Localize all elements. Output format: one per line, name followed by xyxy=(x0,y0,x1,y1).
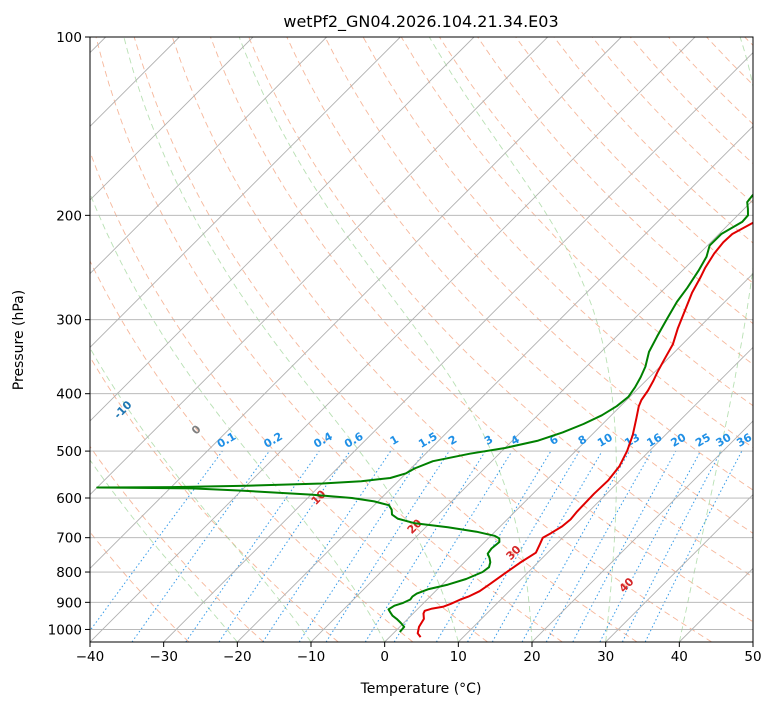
y-tick-label: 900 xyxy=(56,595,82,611)
x-axis-title: Temperature (°C) xyxy=(360,681,482,697)
x-tick-label: 50 xyxy=(744,649,761,665)
dry-adiabat-line xyxy=(286,37,753,534)
mixing-ratio-line xyxy=(185,450,320,642)
background-lines xyxy=(90,37,753,642)
isotherm-line xyxy=(384,273,753,642)
dry-adiabat-line xyxy=(133,37,638,642)
mixing-ratio-label: 36 xyxy=(734,431,754,450)
grid-lines xyxy=(90,37,753,642)
series-layer xyxy=(96,193,753,638)
mixing-ratio-line xyxy=(298,450,425,642)
y-tick-label: 500 xyxy=(56,444,82,460)
dry-adiabat-line xyxy=(248,37,753,578)
y-tick-label: 300 xyxy=(56,313,82,329)
y-tick-label: 400 xyxy=(56,387,82,403)
isotherm-line xyxy=(90,37,548,496)
isotherm-line xyxy=(605,494,753,642)
x-tick-label: −30 xyxy=(149,649,178,665)
isotherm-line xyxy=(163,52,753,642)
mixing-ratio-line xyxy=(545,450,653,642)
mixing-ratio-line xyxy=(90,450,223,632)
mixing-ratio-line xyxy=(572,450,677,642)
y-axis: 1000 900 800 700 600 500 400 300 200 100 xyxy=(48,30,90,638)
y-tick-label: 1000 xyxy=(48,622,82,638)
dry-adiabat-line xyxy=(210,37,753,623)
isotherm-line xyxy=(531,420,753,642)
dry-adiabat-line xyxy=(95,37,563,642)
x-tick-label: −20 xyxy=(223,649,252,665)
x-axis: −40 −30 −20 −10 0 10 20 30 40 50 xyxy=(76,642,762,665)
moist-adiabat-line xyxy=(428,37,617,642)
dry-adiabat-line xyxy=(515,37,753,284)
mixing-ratio-line xyxy=(644,450,743,642)
moist-adiabat-line xyxy=(90,192,386,642)
x-tick-label: −40 xyxy=(76,649,105,665)
mixing-ratio-line xyxy=(218,450,351,642)
y-axis-title: Pressure (hPa) xyxy=(11,290,27,390)
isotherm-line xyxy=(90,37,401,348)
moist-adiabat-line xyxy=(678,37,753,642)
isotherm-line xyxy=(90,37,254,201)
x-tick-label: 40 xyxy=(671,649,688,665)
y-tick-label: 800 xyxy=(56,565,82,581)
y-tick-label: 700 xyxy=(56,531,82,547)
isotherm-line xyxy=(458,346,753,642)
mixing-ratio-line xyxy=(262,450,392,642)
mixing-ratio-line xyxy=(131,450,270,642)
dry-adiabat-line xyxy=(171,37,712,642)
moist-adiabat-line xyxy=(238,37,533,642)
dry-adiabat-line xyxy=(324,37,753,491)
y-tick-label: 200 xyxy=(56,208,82,224)
x-tick-label: −10 xyxy=(297,649,326,665)
chart-title: wetPf2_GN04.2026.104.21.34.E03 xyxy=(283,12,558,32)
isotherm-line xyxy=(237,125,753,642)
y-tick-label: 100 xyxy=(56,30,82,46)
plot-frame xyxy=(89,36,754,643)
isotherm-line xyxy=(90,37,696,642)
y-tick-label: 600 xyxy=(56,491,82,507)
mixing-ratio-line xyxy=(521,450,630,642)
mixing-ratio-line xyxy=(325,450,450,642)
dry-adiabat-line xyxy=(90,259,414,642)
mixing-ratio-line xyxy=(393,450,513,642)
isotherm-line xyxy=(90,37,475,422)
x-tick-label: 10 xyxy=(450,649,467,665)
temperature-line xyxy=(416,221,753,638)
moist-adiabat-line xyxy=(123,37,459,642)
dry-adiabat-line xyxy=(90,356,339,642)
x-tick-label: 30 xyxy=(597,649,614,665)
isotherm-line xyxy=(310,199,753,642)
isotherm-line xyxy=(90,37,327,275)
x-tick-label: 0 xyxy=(380,649,389,665)
x-tick-label: 20 xyxy=(523,649,540,665)
dewpoint-line xyxy=(96,193,753,633)
isotherm-line xyxy=(90,37,622,569)
